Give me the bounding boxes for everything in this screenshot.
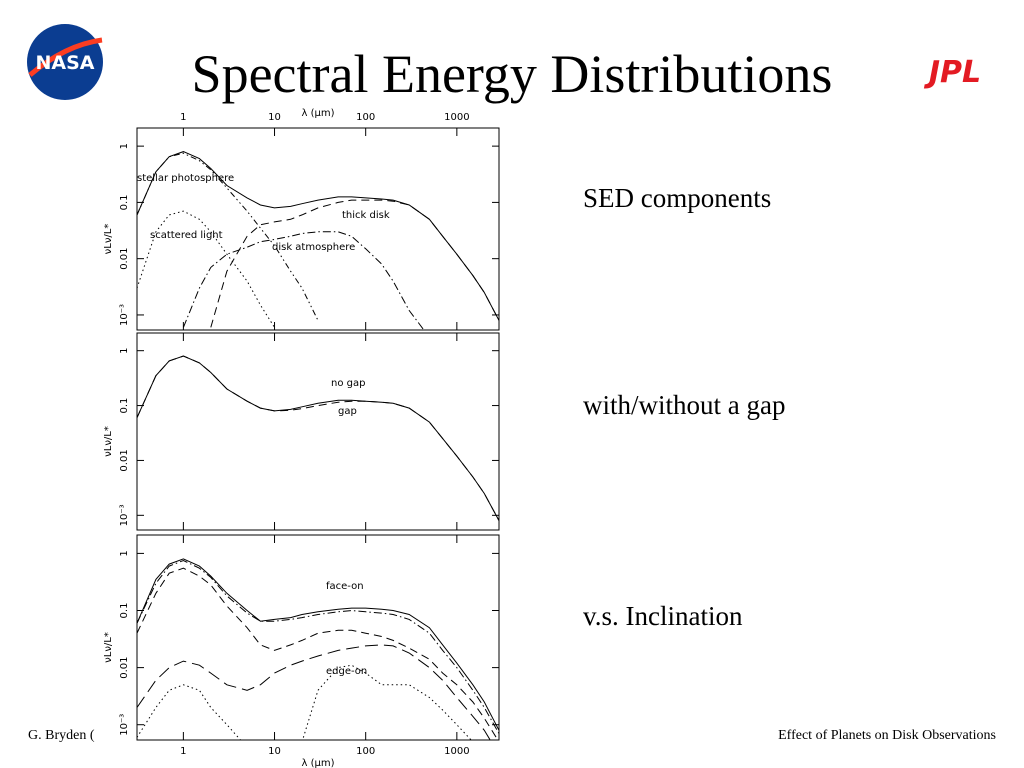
series-label: scattered light [150, 230, 223, 241]
x-tick-label: 100 [356, 746, 375, 757]
y-tick-label: 0.01 [119, 248, 130, 270]
series-line [137, 664, 472, 740]
y-tick-label: 1 [119, 143, 130, 149]
y-tick-label: 0.1 [119, 603, 130, 619]
series-label: disk atmosphere [272, 242, 355, 253]
series-line [210, 199, 499, 328]
x-tick-label: 1 [180, 746, 186, 757]
x-tick-label: 10 [268, 746, 281, 757]
series-label: face-on [326, 581, 364, 592]
plot-area [137, 151, 499, 330]
plot-frame [136, 332, 500, 531]
series-line [182, 231, 425, 330]
jpl-logo: JPL [924, 55, 981, 90]
footer-left: G. Bryden ( [28, 728, 95, 743]
series-line [137, 152, 319, 321]
caption: v.s. Inclination [583, 601, 743, 631]
series-label: thick disk [342, 210, 390, 221]
series-label: no gap [331, 378, 365, 389]
y-tick-label: 0.1 [119, 194, 130, 210]
caption: with/without a gap [583, 390, 785, 420]
caption: SED components [583, 183, 771, 213]
series-line [137, 558, 499, 731]
x-tick-label: 1000 [444, 746, 469, 757]
y-axis-label: νLν/L* [103, 632, 114, 663]
series-line [137, 210, 275, 328]
y-axis-label: νLν/L* [103, 426, 114, 457]
y-tick-label: 0.01 [119, 449, 130, 471]
slide-title: Spectral Energy Distributions [192, 44, 833, 104]
x-axis-label: λ (μm) [301, 108, 334, 119]
y-tick-label: 0.1 [119, 398, 130, 414]
y-tick-label: 1 [119, 550, 130, 556]
x-tick-label: 1000 [444, 112, 469, 123]
y-tick-label: 10⁻³ [119, 504, 130, 526]
series-line [137, 567, 499, 740]
x-tick-label: 10 [268, 112, 281, 123]
x-tick-label: 100 [356, 112, 375, 123]
y-tick-label: 10⁻³ [119, 714, 130, 736]
series-label: gap [338, 406, 357, 417]
y-axis-label: νLν/L* [103, 224, 114, 255]
footer-right: Effect of Planets on Disk Observations [778, 728, 996, 743]
y-tick-label: 10⁻³ [119, 304, 130, 326]
series-label: edge-on [326, 666, 367, 677]
series-label: stellar photosphere [137, 173, 234, 184]
plot-area [137, 558, 499, 740]
y-tick-label: 1 [119, 347, 130, 353]
series-line [137, 355, 499, 521]
plot-area [137, 355, 499, 521]
x-axis-label: λ (μm) [301, 758, 334, 768]
nasa-text: NASA [36, 52, 95, 74]
plot-frame [136, 534, 500, 741]
x-tick-label: 1 [180, 112, 186, 123]
y-tick-label: 0.01 [119, 656, 130, 678]
plot-frame [136, 127, 500, 331]
series-line [137, 644, 491, 740]
series-line [137, 559, 499, 734]
nasa-swoosh [28, 37, 103, 77]
